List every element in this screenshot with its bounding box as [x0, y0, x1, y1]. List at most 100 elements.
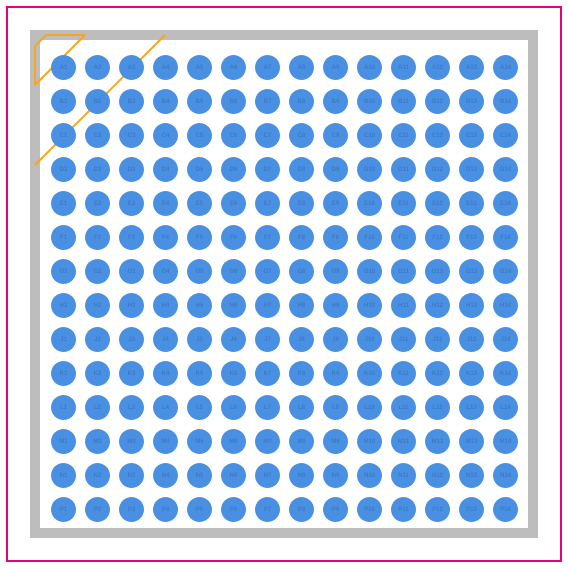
pin-C4: C4: [153, 123, 178, 148]
pin-H5: H5: [187, 293, 212, 318]
pin-J14: J14: [493, 327, 518, 352]
pin-P4: P4: [153, 497, 178, 522]
pin-F7: F7: [255, 225, 280, 250]
pin-E8: E8: [289, 191, 314, 216]
pin-K11: K11: [391, 361, 416, 386]
pin-N12: N12: [425, 463, 450, 488]
pin-D4: D4: [153, 157, 178, 182]
pin-L2: L2: [85, 395, 110, 420]
orientation-mark: [0, 0, 568, 568]
pin-P1: P1: [51, 497, 76, 522]
pin-G13: G13: [459, 259, 484, 284]
pin-M10: M10: [357, 429, 382, 454]
pin-H11: H11: [391, 293, 416, 318]
pin-H7: H7: [255, 293, 280, 318]
pin-H6: H6: [221, 293, 246, 318]
pin-K4: K4: [153, 361, 178, 386]
pin-P5: P5: [187, 497, 212, 522]
pin-M2: M2: [85, 429, 110, 454]
pin-B1: B1: [51, 89, 76, 114]
pin-B11: B11: [391, 89, 416, 114]
pin-K13: K13: [459, 361, 484, 386]
pin-E7: E7: [255, 191, 280, 216]
pin-A5: A5: [187, 55, 212, 80]
pin-G3: G3: [119, 259, 144, 284]
pin-B13: B13: [459, 89, 484, 114]
pin-G2: G2: [85, 259, 110, 284]
pin-A6: A6: [221, 55, 246, 80]
pin-H3: H3: [119, 293, 144, 318]
pin-E12: E12: [425, 191, 450, 216]
pin-N2: N2: [85, 463, 110, 488]
pin-J12: J12: [425, 327, 450, 352]
pin-A14: A14: [493, 55, 518, 80]
pin-A12: A12: [425, 55, 450, 80]
pin-P2: P2: [85, 497, 110, 522]
pin-E10: E10: [357, 191, 382, 216]
pin-D14: D14: [493, 157, 518, 182]
pin-B14: B14: [493, 89, 518, 114]
pin-L12: L12: [425, 395, 450, 420]
pin-C9: C9: [323, 123, 348, 148]
pin-M13: M13: [459, 429, 484, 454]
pin-D8: D8: [289, 157, 314, 182]
pin-K6: K6: [221, 361, 246, 386]
pin-L1: L1: [51, 395, 76, 420]
pin-D7: D7: [255, 157, 280, 182]
pin-K2: K2: [85, 361, 110, 386]
pin-M8: M8: [289, 429, 314, 454]
pin-N6: N6: [221, 463, 246, 488]
pin-G8: G8: [289, 259, 314, 284]
pin-C8: C8: [289, 123, 314, 148]
pin-M7: M7: [255, 429, 280, 454]
pin-A13: A13: [459, 55, 484, 80]
pin-J1: J1: [51, 327, 76, 352]
pin-B3: B3: [119, 89, 144, 114]
pin-J6: J6: [221, 327, 246, 352]
pin-E9: E9: [323, 191, 348, 216]
pin-H4: H4: [153, 293, 178, 318]
pin-L11: L11: [391, 395, 416, 420]
pin-L4: L4: [153, 395, 178, 420]
pin-P10: P10: [357, 497, 382, 522]
pin-F6: F6: [221, 225, 246, 250]
pin-E1: E1: [51, 191, 76, 216]
pin-C3: C3: [119, 123, 144, 148]
pin-D13: D13: [459, 157, 484, 182]
pin-J11: J11: [391, 327, 416, 352]
pin-K8: K8: [289, 361, 314, 386]
pin-H14: H14: [493, 293, 518, 318]
pin-E2: E2: [85, 191, 110, 216]
pin-E11: E11: [391, 191, 416, 216]
pin-L6: L6: [221, 395, 246, 420]
pin-B12: B12: [425, 89, 450, 114]
pin-H10: H10: [357, 293, 382, 318]
pin-C14: C14: [493, 123, 518, 148]
pin-A11: A11: [391, 55, 416, 80]
pin-M6: M6: [221, 429, 246, 454]
pin-B4: B4: [153, 89, 178, 114]
pin-C7: C7: [255, 123, 280, 148]
pin-G10: G10: [357, 259, 382, 284]
pin-F2: F2: [85, 225, 110, 250]
pin-E5: E5: [187, 191, 212, 216]
pin-P6: P6: [221, 497, 246, 522]
pin-B9: B9: [323, 89, 348, 114]
pin-A9: A9: [323, 55, 348, 80]
pin-K7: K7: [255, 361, 280, 386]
pin-A7: A7: [255, 55, 280, 80]
pin-F8: F8: [289, 225, 314, 250]
pin-E13: E13: [459, 191, 484, 216]
pin-F1: F1: [51, 225, 76, 250]
pin-E4: E4: [153, 191, 178, 216]
pin-G9: G9: [323, 259, 348, 284]
pin-L5: L5: [187, 395, 212, 420]
pin-J4: J4: [153, 327, 178, 352]
pin-A3: A3: [119, 55, 144, 80]
pin-A8: A8: [289, 55, 314, 80]
pin-K10: K10: [357, 361, 382, 386]
pin-J13: J13: [459, 327, 484, 352]
pin-F12: F12: [425, 225, 450, 250]
pin-L7: L7: [255, 395, 280, 420]
pin-D3: D3: [119, 157, 144, 182]
